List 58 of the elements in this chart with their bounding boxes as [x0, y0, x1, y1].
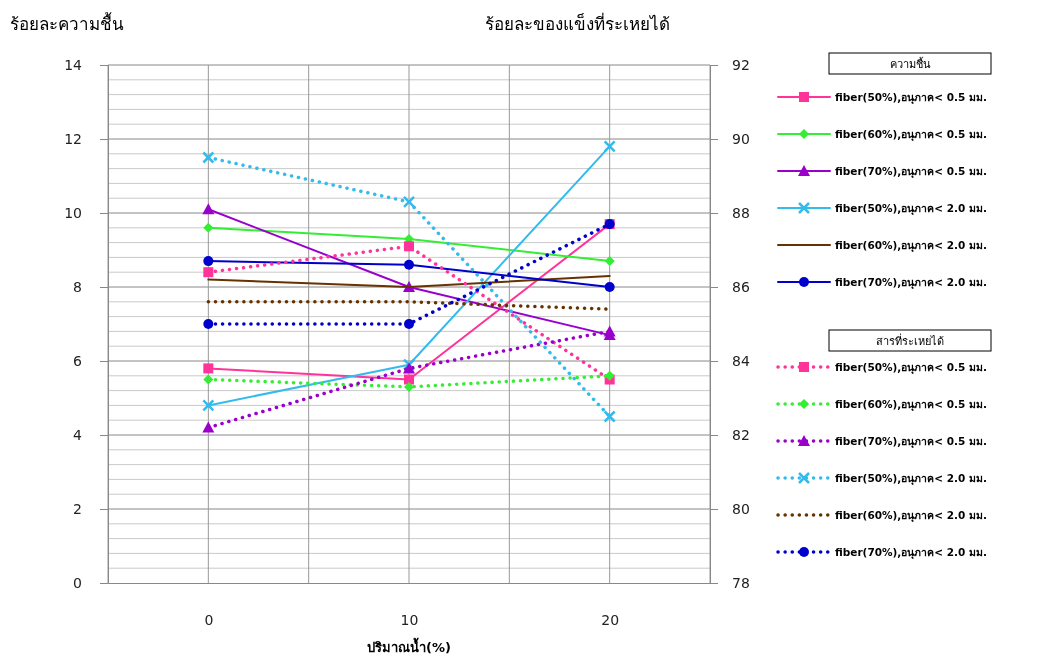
point	[402, 195, 416, 209]
point	[404, 241, 414, 252]
point	[404, 259, 414, 270]
x-axis-title: ปริมาณน้ำ(%)	[367, 637, 451, 655]
y-tick-label: 4	[73, 426, 83, 443]
point	[603, 410, 616, 423]
point	[203, 267, 214, 278]
point	[203, 374, 214, 385]
point	[203, 319, 214, 329]
legend-label: fiber(70%),อนุภาค< 2.0 มม.	[835, 276, 988, 290]
point	[404, 319, 414, 329]
y2-tick-label: 86	[732, 278, 750, 295]
y2-tick-label: 92	[732, 56, 750, 73]
legend-label: fiber(70%),อนุภาค< 2.0 มม.	[835, 546, 988, 560]
text: สารที่ระเหยได้	[876, 333, 944, 348]
y-tick-label: 2	[73, 500, 82, 517]
y2-tick-label: 78	[732, 574, 750, 591]
y2-tick-label: 80	[732, 500, 750, 517]
legend-label: fiber(70%),อนุภาค< 0.5 มม.	[835, 435, 988, 449]
y-tick-label: 6	[73, 352, 83, 369]
x-tick-label: 10	[400, 611, 419, 628]
y2-tick-label: 88	[732, 204, 750, 221]
y-tick-label: 10	[64, 204, 82, 221]
legend-label: fiber(70%),อนุภาค< 0.5 มม.	[835, 165, 988, 179]
y2-tick-label: 84	[732, 352, 750, 369]
y-tick-label: 14	[64, 56, 83, 73]
legend-title: ความชื้น	[889, 56, 931, 71]
point	[604, 256, 615, 267]
point	[202, 151, 215, 164]
legend-label: fiber(60%),อนุภาค< 2.0 มม.	[835, 509, 988, 523]
legend-label: fiber(50%),อนุภาค< 2.0 มม.	[835, 202, 988, 216]
point	[203, 222, 214, 233]
point	[404, 381, 414, 392]
legend-label: fiber(60%),อนุภาค< 0.5 มม.	[835, 398, 988, 412]
point	[603, 325, 616, 337]
legend-label: fiber(60%),อนุภาค< 2.0 มม.	[835, 239, 988, 253]
point	[403, 362, 415, 374]
y2-tick-label: 90	[732, 130, 750, 147]
y-axis-title: ร้อยละความชื้น	[10, 12, 124, 34]
point	[604, 282, 615, 292]
legend-label: fiber(50%),อนุภาค< 0.5 มม.	[835, 361, 988, 375]
y-tick-label: 0	[73, 574, 82, 591]
y-tick-label: 12	[64, 130, 82, 147]
point	[603, 140, 616, 153]
y2-axis-title: ร้อยละของแข็งที่ระเหยได้	[485, 12, 670, 34]
point	[604, 370, 615, 381]
point	[203, 363, 214, 374]
point	[202, 421, 215, 433]
legend-label: fiber(50%),อนุภาค< 2.0 มม.	[835, 472, 988, 486]
point	[202, 203, 215, 215]
point	[203, 256, 214, 267]
legend-label: fiber(50%),อนุภาค< 0.5 มม.	[835, 91, 988, 105]
x-tick-label: 0	[204, 611, 214, 628]
legend-label: fiber(60%),อนุภาค< 0.5 มม.	[835, 128, 988, 142]
x-tick-label: 20	[601, 611, 620, 628]
y2-tick-label: 82	[732, 426, 750, 443]
y-tick-label: 8	[73, 278, 82, 295]
point	[202, 399, 215, 412]
